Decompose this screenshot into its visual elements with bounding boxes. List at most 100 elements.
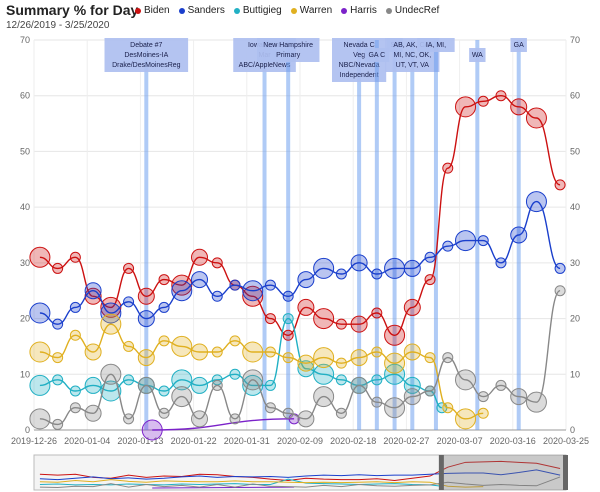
event-band xyxy=(410,40,415,430)
data-point xyxy=(384,352,406,374)
event-label: NBC/Nevada xyxy=(339,62,380,69)
event-label: GA xyxy=(514,42,524,49)
data-point xyxy=(554,285,566,297)
event-label: Nevada C xyxy=(344,42,375,49)
legend-item[interactable]: Warren xyxy=(290,5,333,16)
data-point xyxy=(424,251,436,263)
x-tick-label: 2020-01-31 xyxy=(224,436,270,446)
legend-item[interactable]: Buttigieg xyxy=(233,5,282,16)
data-point xyxy=(350,376,368,394)
legend-dot-icon xyxy=(385,7,392,14)
data-point xyxy=(371,396,383,408)
legend-label: UndecRef xyxy=(394,5,440,16)
data-point xyxy=(171,274,193,296)
legend-item[interactable]: Biden xyxy=(135,5,170,16)
data-point xyxy=(350,349,368,367)
data-point xyxy=(211,290,223,302)
data-point xyxy=(100,363,122,385)
data-point xyxy=(100,380,122,402)
x-tick-label: 2020-02-27 xyxy=(383,436,429,446)
data-point xyxy=(52,418,64,430)
y-tick-label-right: 40 xyxy=(570,202,580,212)
data-point xyxy=(69,402,81,414)
data-point xyxy=(52,262,64,274)
legend-dot-icon xyxy=(341,7,348,14)
data-point xyxy=(313,386,335,408)
event-band xyxy=(374,40,379,430)
data-point xyxy=(371,268,383,280)
data-point xyxy=(242,369,264,391)
legend-label: Warren xyxy=(299,5,333,16)
data-point xyxy=(171,335,193,357)
data-point xyxy=(191,271,209,289)
data-point xyxy=(335,357,347,369)
x-tick-label: 2020-01-04 xyxy=(64,436,110,446)
data-point xyxy=(84,343,102,361)
data-point xyxy=(455,408,477,430)
data-point xyxy=(264,346,276,358)
event-label: WA xyxy=(472,52,483,59)
data-point xyxy=(171,369,193,391)
legend-item[interactable]: Harris xyxy=(341,5,377,16)
data-point xyxy=(137,287,155,305)
chart-title: Summary % for Day xyxy=(6,2,139,18)
event-label-box xyxy=(104,38,189,72)
data-point xyxy=(335,374,347,386)
y-tick-label-left: 0 xyxy=(25,425,30,435)
event-band xyxy=(357,40,362,430)
x-tick-label: 2020-02-18 xyxy=(330,436,376,446)
overview-series-line xyxy=(152,486,295,489)
data-point xyxy=(264,402,276,414)
data-point xyxy=(29,341,51,363)
data-point xyxy=(84,376,102,394)
y-tick-label-left: 30 xyxy=(20,258,30,268)
data-point xyxy=(171,280,193,302)
y-tick-label-right: 50 xyxy=(570,146,580,156)
event-label-box xyxy=(469,48,486,62)
data-point xyxy=(350,315,368,333)
data-point xyxy=(191,248,209,266)
data-point xyxy=(29,374,51,396)
data-point xyxy=(158,335,170,347)
y-tick-label-right: 70 xyxy=(570,35,580,45)
data-point xyxy=(191,343,209,361)
data-point xyxy=(52,318,64,330)
data-point xyxy=(384,324,406,346)
data-point xyxy=(495,257,507,269)
data-point xyxy=(313,257,335,279)
data-point xyxy=(384,257,406,279)
legend-item[interactable]: UndecRef xyxy=(385,5,440,16)
data-point xyxy=(69,251,81,263)
data-point xyxy=(282,329,294,341)
data-point xyxy=(282,352,294,364)
data-point xyxy=(477,407,489,419)
data-point xyxy=(371,374,383,386)
data-point xyxy=(510,98,528,116)
data-point xyxy=(495,90,507,102)
event-label: Independent xyxy=(340,72,379,79)
data-point xyxy=(510,388,528,406)
data-point xyxy=(313,308,335,330)
overview-handle-left[interactable] xyxy=(438,455,444,490)
legend-item[interactable]: Sanders xyxy=(178,5,225,16)
data-point xyxy=(554,179,566,191)
data-point xyxy=(141,419,163,441)
data-point xyxy=(371,307,383,319)
data-point xyxy=(455,96,477,118)
series-line xyxy=(39,317,443,409)
data-point xyxy=(350,254,368,272)
data-point xyxy=(510,226,528,244)
data-point xyxy=(424,274,436,286)
data-point xyxy=(455,369,477,391)
legend-label: Biden xyxy=(144,5,170,16)
data-point xyxy=(525,191,547,213)
data-point xyxy=(137,349,155,367)
data-point xyxy=(264,379,276,391)
data-point xyxy=(282,290,294,302)
data-point xyxy=(229,279,241,291)
data-point xyxy=(297,410,315,428)
x-tick-label: 2020-01-13 xyxy=(117,436,163,446)
overview-handle-right[interactable] xyxy=(563,455,568,490)
data-point xyxy=(442,402,454,414)
